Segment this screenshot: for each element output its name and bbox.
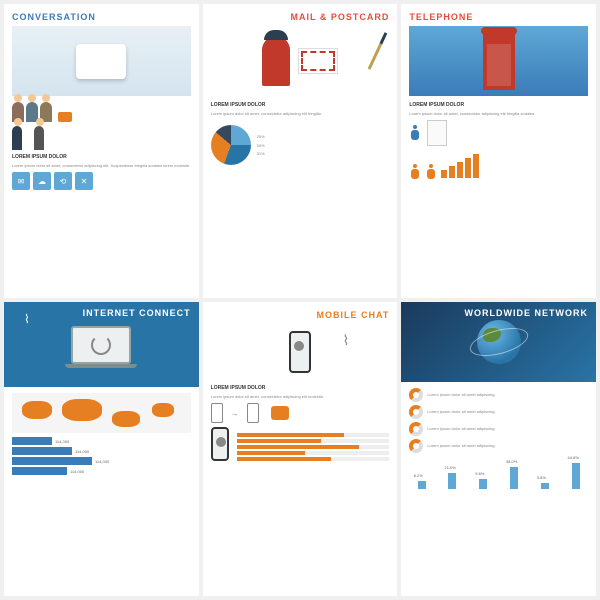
list-item: Lorem ipsum dolor sit amet adipiscing. xyxy=(409,422,588,436)
panel-internet: INTERNET CONNECT ⌇ 114,000 114,000 114,0… xyxy=(4,302,199,596)
hero-worldwide: WORLDWIDE NETWORK xyxy=(401,302,596,382)
continent-icon xyxy=(152,403,174,417)
arrow-icon: → xyxy=(231,409,239,418)
postbox-icon xyxy=(262,36,290,86)
lorem-text: Lorem ipsum dolor sit amet, consectetur … xyxy=(211,394,390,399)
subtitle: LOREM IPSUM DOLOR xyxy=(409,102,588,108)
column: 3.8% xyxy=(541,483,549,489)
list-item: Lorem ipsum dolor sit amet adipiscing. xyxy=(409,405,588,419)
progress-bar xyxy=(237,451,390,455)
lorem-text: Lorem ipsum dolor sit amet, consectetur … xyxy=(12,163,191,168)
panel-mail: MAIL & POSTCARD LOREM IPSUM DOLOR Lorem … xyxy=(203,4,398,298)
panel-mobile: MOBILE CHAT ⌇ LOREM IPSUM DOLOR Lorem ip… xyxy=(203,302,398,596)
pie-chart xyxy=(211,125,251,165)
phone-icon xyxy=(289,331,311,373)
laptop-icon xyxy=(71,326,131,364)
wifi-icon: ⌇ xyxy=(24,312,30,326)
column-chart: 6.2% 21.0% 9.6% 38.0% 3.8% 44.8% xyxy=(409,459,588,489)
progress-bar xyxy=(237,445,390,449)
mini-icon: ⟲ xyxy=(54,172,72,190)
hbar-item: 114,000 xyxy=(12,467,191,475)
bar xyxy=(457,162,463,178)
pie-legend: 25% 30% 31% xyxy=(257,131,265,159)
walking-person-icon xyxy=(34,126,44,150)
continent-icon xyxy=(112,411,140,427)
walking-people xyxy=(12,126,191,150)
lorem-text: Lorem ipsum dolor sit amet, consectetur … xyxy=(409,111,588,116)
infographic-grid: CONVERSATION LOREM IPSUM DOLOR Lorem ips… xyxy=(0,0,600,600)
body-icon xyxy=(411,125,419,141)
bar xyxy=(473,154,479,178)
phonebox-icon xyxy=(483,32,515,90)
notebook-icon xyxy=(427,120,447,146)
hero-mail xyxy=(211,26,390,96)
donut-icon xyxy=(409,388,423,402)
mini-icon: ☁ xyxy=(33,172,51,190)
chat-icon xyxy=(58,112,72,122)
continent-icon xyxy=(22,401,52,419)
wifi-icon: ⌇ xyxy=(342,332,349,349)
bar-chart xyxy=(441,154,479,178)
column: 21.0% xyxy=(448,473,456,489)
title-worldwide: WORLDWIDE NETWORK xyxy=(465,308,588,318)
mini-phone-icon xyxy=(211,403,223,423)
icon-row: ✉ ☁ ⟲ ✕ xyxy=(12,172,191,190)
column: 6.2% xyxy=(418,481,426,489)
list-item: Lorem ipsum dolor sit amet adipiscing. xyxy=(409,439,588,453)
title-internet: INTERNET CONNECT xyxy=(83,308,191,318)
donut-icon xyxy=(409,439,423,453)
list-item: Lorem ipsum dolor sit amet adipiscing. xyxy=(409,388,588,402)
envelope-icon xyxy=(298,48,338,74)
speech-bubble-icon xyxy=(76,44,126,79)
pen-icon xyxy=(368,32,388,70)
world-map xyxy=(12,393,191,433)
subtitle: LOREM IPSUM DOLOR xyxy=(211,385,390,391)
hero-mobile: ⌇ xyxy=(211,324,390,379)
panel-worldwide: WORLDWIDE NETWORK Lorem ipsum dolor sit … xyxy=(401,302,596,596)
hbar-item: 114,000 xyxy=(12,447,191,455)
bar xyxy=(465,158,471,178)
hero-conversation xyxy=(12,26,191,96)
bar xyxy=(449,166,455,178)
title-mail: MAIL & POSTCARD xyxy=(211,12,390,22)
title-conversation: CONVERSATION xyxy=(12,12,191,22)
column: 44.8% xyxy=(572,463,580,489)
donut-icon xyxy=(409,405,423,419)
hbar-item: 114,000 xyxy=(12,437,191,445)
mini-icon: ✉ xyxy=(12,172,30,190)
mini-phones-row: → xyxy=(211,403,390,423)
body-bars-row xyxy=(409,150,588,182)
title-mobile: MOBILE CHAT xyxy=(211,310,390,320)
phone-icon xyxy=(211,427,229,461)
mini-phone-icon xyxy=(247,403,259,423)
panel-conversation: CONVERSATION LOREM IPSUM DOLOR Lorem ips… xyxy=(4,4,199,298)
donut-list: Lorem ipsum dolor sit amet adipiscing. L… xyxy=(409,388,588,453)
bar xyxy=(441,170,447,178)
hero-internet: INTERNET CONNECT ⌇ xyxy=(4,302,199,387)
hbar-list: 114,000 114,000 114,000 114,000 xyxy=(12,437,191,475)
subtitle: LOREM IPSUM DOLOR xyxy=(12,154,191,160)
globe-container xyxy=(477,320,521,364)
progress-bar xyxy=(237,433,390,437)
subtitle: LOREM IPSUM DOLOR xyxy=(211,102,390,108)
progress-bar xyxy=(237,439,390,443)
progress-bar xyxy=(237,457,390,461)
body-row xyxy=(409,120,588,146)
body-icon xyxy=(427,164,435,180)
continent-icon xyxy=(62,399,102,421)
hero-telephone xyxy=(409,26,588,96)
column: 38.0% xyxy=(510,467,518,489)
lorem-text: Lorem ipsum dolor sit amet, consectetur … xyxy=(211,111,390,116)
walking-person-icon xyxy=(12,126,22,150)
title-telephone: TELEPHONE xyxy=(409,12,588,22)
progress-bars xyxy=(237,431,390,463)
column: 9.6% xyxy=(479,479,487,489)
hbar-item: 114,000 xyxy=(12,457,191,465)
donut-icon xyxy=(409,422,423,436)
mini-icon: ✕ xyxy=(75,172,93,190)
panel-telephone: TELEPHONE LOREM IPSUM DOLOR Lorem ipsum … xyxy=(401,4,596,298)
body-icon xyxy=(411,164,419,180)
chat-bubble-icon xyxy=(271,406,289,420)
